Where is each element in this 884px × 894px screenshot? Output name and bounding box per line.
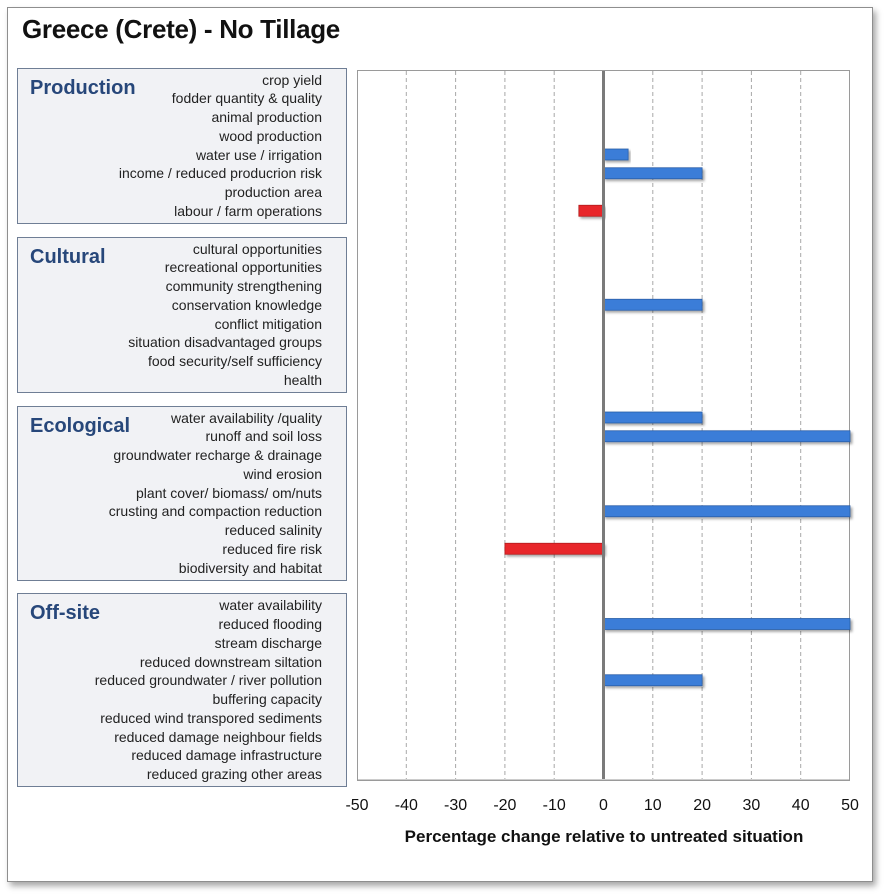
group-title: Off-site bbox=[30, 602, 100, 625]
x-axis-label: Percentage change relative to untreated … bbox=[404, 827, 804, 846]
category-label: wind erosion bbox=[243, 465, 322, 482]
category-label: recreational opportunities bbox=[164, 259, 322, 276]
category-label: wood production bbox=[219, 127, 322, 144]
x-tick-label: -40 bbox=[394, 797, 418, 814]
category-label: income / reduced producrion risk bbox=[118, 165, 322, 182]
category-label: reduced fire risk bbox=[222, 540, 322, 557]
category-label: situation disadvantaged groups bbox=[128, 334, 322, 351]
category-label: community strengthening bbox=[165, 278, 322, 294]
category-label: fodder quantity & quality bbox=[171, 90, 322, 107]
category-label: reduced damage infrastructure bbox=[131, 747, 322, 764]
category-label: runoff and soil loss bbox=[205, 428, 322, 445]
category-label: reduced downstream siltation bbox=[139, 653, 322, 670]
category-label: plant cover/ biomass/ om/nuts bbox=[136, 484, 322, 501]
category-label: reduced grazing other areas bbox=[146, 766, 322, 782]
category-label: crusting and compaction reduction bbox=[108, 503, 322, 520]
category-label: food security/self sufficiency bbox=[147, 353, 322, 369]
category-label: health bbox=[283, 371, 322, 388]
x-tick-label: 30 bbox=[742, 797, 761, 814]
chart-title: Greece (Crete) - No Tillage bbox=[22, 14, 340, 44]
category-label: cultural opportunities bbox=[192, 240, 322, 257]
x-tick-label: 10 bbox=[643, 797, 662, 814]
category-label: reduced salinity bbox=[224, 522, 322, 538]
group-box: Production bbox=[17, 67, 347, 224]
category-label: water availability /quality bbox=[171, 409, 322, 426]
category-label: water use / irrigation bbox=[195, 146, 322, 163]
category-label: labour / farm operations bbox=[174, 202, 322, 219]
x-tick-label: -30 bbox=[444, 797, 468, 814]
category-label: water availability bbox=[219, 597, 322, 614]
category-label: reduced damage neighbour fields bbox=[114, 728, 322, 745]
x-tick-label: 20 bbox=[693, 797, 711, 814]
x-tick-label: 50 bbox=[841, 797, 859, 814]
category-label: conflict mitigation bbox=[214, 315, 322, 332]
category-label: biodiversity and habitat bbox=[178, 559, 322, 576]
category-label: crop yield bbox=[262, 71, 322, 88]
group-box: Ecological bbox=[17, 405, 347, 581]
x-tick-label: -20 bbox=[493, 797, 517, 814]
x-tick-label: 0 bbox=[599, 797, 608, 814]
category-label: reduced wind transpored sediments bbox=[100, 709, 322, 726]
category-label: reduced flooding bbox=[218, 616, 322, 632]
category-label: animal production bbox=[211, 109, 322, 125]
group-title: Cultural bbox=[30, 245, 106, 268]
x-tick-label: 40 bbox=[791, 797, 810, 814]
category-label: groundwater recharge & drainage bbox=[113, 447, 322, 463]
category-label: buffering capacity bbox=[212, 691, 322, 707]
category-label: reduced groundwater / river pollution bbox=[94, 672, 322, 689]
group-box: Cultural bbox=[17, 236, 347, 393]
group-title: Ecological bbox=[30, 414, 131, 437]
group-box: Off-site bbox=[17, 593, 347, 787]
plot-area bbox=[357, 70, 850, 781]
x-tick-label: -50 bbox=[345, 797, 369, 814]
x-tick-label: -10 bbox=[542, 797, 566, 814]
group-title: Production bbox=[30, 76, 136, 99]
category-label: conservation knowledge bbox=[171, 296, 322, 313]
category-label: production area bbox=[224, 184, 322, 200]
category-label: stream discharge bbox=[214, 634, 322, 651]
